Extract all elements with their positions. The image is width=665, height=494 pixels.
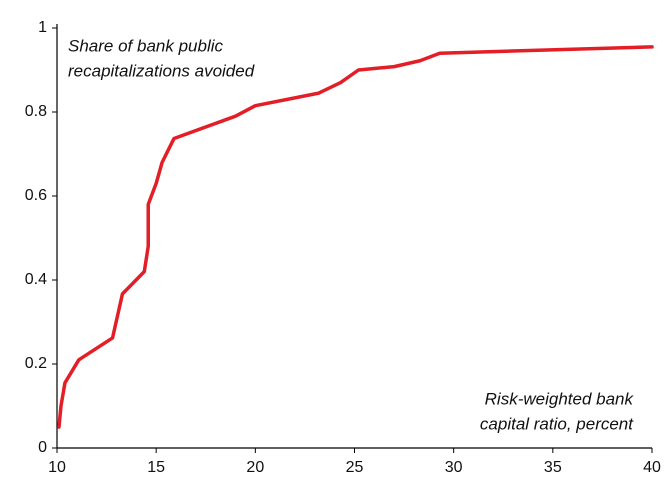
x-tick-label: 10: [48, 459, 66, 476]
annotation: Risk-weighted bank: [485, 389, 635, 408]
x-tick-label: 30: [445, 459, 463, 476]
x-tick-label: 35: [544, 459, 562, 476]
x-tick-label: 20: [246, 459, 264, 476]
y-tick-label: 0.8: [25, 103, 47, 120]
y-tick-label: 0: [38, 439, 47, 456]
y-tick-label: 0.4: [25, 271, 47, 288]
y-tick-label: 1: [38, 19, 47, 36]
annotation: Share of bank public: [68, 36, 223, 55]
data-line: [57, 45, 654, 429]
x-tick-label: 25: [346, 459, 364, 476]
annotation: capital ratio, percent: [480, 414, 634, 433]
y-tick-label: 0.6: [25, 187, 47, 204]
x-tick-label: 15: [147, 459, 165, 476]
annotation: recapitalizations avoided: [68, 61, 255, 80]
x-tick-label: 40: [643, 459, 661, 476]
y-tick-label: 0.2: [25, 355, 47, 372]
